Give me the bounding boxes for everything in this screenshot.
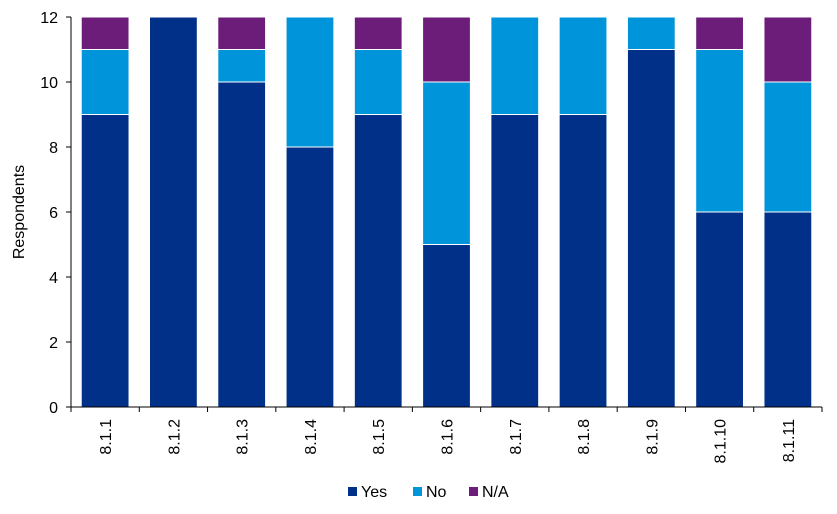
y-tick-label: 2 — [49, 335, 58, 352]
bar-segment-yes-8.1.10 — [695, 211, 744, 408]
y-tick-label: 4 — [49, 270, 58, 287]
x-tick-label: 8.1.3 — [235, 419, 252, 455]
y-tick-label: 6 — [49, 205, 58, 222]
legend-label-no: No — [426, 484, 447, 501]
y-tick-label: 0 — [49, 400, 58, 417]
y-tick-label: 10 — [40, 75, 58, 92]
bar-segment-yes-8.1.8 — [558, 114, 608, 408]
y-tick-label: 12 — [40, 10, 58, 27]
x-tick-label: 8.1.5 — [371, 419, 388, 455]
bar-segment-no-8.1.3 — [217, 49, 267, 83]
bar-segment-yes-8.1.9 — [626, 49, 676, 408]
bar-segment-na-8.1.11 — [763, 16, 813, 83]
bar-segment-na-8.1.10 — [695, 16, 744, 50]
bar-segment-yes-8.1.1 — [80, 114, 130, 408]
x-tick-label: 8.1.10 — [713, 419, 730, 464]
bar-segment-no-8.1.6 — [422, 81, 471, 245]
bar-segment-na-8.1.1 — [80, 16, 130, 50]
bar-segment-yes-8.1.11 — [763, 211, 813, 408]
bar-segment-yes-8.1.7 — [490, 114, 540, 408]
y-axis-title: Respondents — [11, 165, 28, 259]
bar-segment-yes-8.1.4 — [285, 146, 335, 408]
legend: Yes No N/A — [348, 484, 509, 501]
x-tick-label: 8.1.2 — [166, 419, 183, 455]
bar-segment-yes-8.1.5 — [353, 114, 403, 408]
legend-swatch-na — [469, 487, 478, 496]
legend-label-na: N/A — [482, 484, 509, 501]
x-tick-label: 8.1.4 — [303, 419, 320, 455]
legend-label-yes: Yes — [361, 484, 387, 501]
x-tick-label: 8.1.7 — [508, 419, 525, 455]
x-tick-label: 8.1.6 — [440, 419, 457, 455]
bar-segment-no-8.1.4 — [285, 16, 335, 148]
x-tick-label: 8.1.9 — [644, 419, 661, 455]
bar-segment-no-8.1.5 — [353, 49, 403, 115]
bar-segment-na-8.1.5 — [353, 16, 403, 50]
bar-segment-no-8.1.11 — [763, 81, 813, 213]
bars — [80, 16, 813, 408]
bar-segment-no-8.1.1 — [80, 49, 130, 115]
legend-swatch-no — [413, 487, 422, 496]
y-axis: 0 2 4 6 8 10 12 — [40, 10, 72, 417]
bar-segment-no-8.1.9 — [626, 16, 676, 50]
bar-segment-yes-8.1.3 — [217, 81, 267, 408]
bar-segment-no-8.1.10 — [695, 49, 744, 213]
x-tick-label: 8.1.8 — [576, 419, 593, 455]
y-tick-label: 8 — [49, 140, 58, 157]
x-axis: 8.1.1 8.1.2 8.1.3 8.1.4 8.1.5 8.1.6 8.1.7 8.1.8… — [70, 406, 823, 464]
bar-segment-no-8.1.7 — [490, 16, 540, 115]
bar-segment-na-8.1.6 — [422, 16, 471, 83]
x-tick-label: 8.1.1 — [98, 419, 115, 455]
x-tick-label: 8.1.11 — [781, 419, 798, 462]
bar-segment-yes-8.1.6 — [422, 244, 471, 408]
bar-segment-yes-8.1.2 — [149, 16, 198, 408]
bar-segment-na-8.1.3 — [217, 16, 267, 50]
bar-segment-no-8.1.8 — [558, 16, 608, 115]
legend-swatch-yes — [348, 487, 357, 496]
